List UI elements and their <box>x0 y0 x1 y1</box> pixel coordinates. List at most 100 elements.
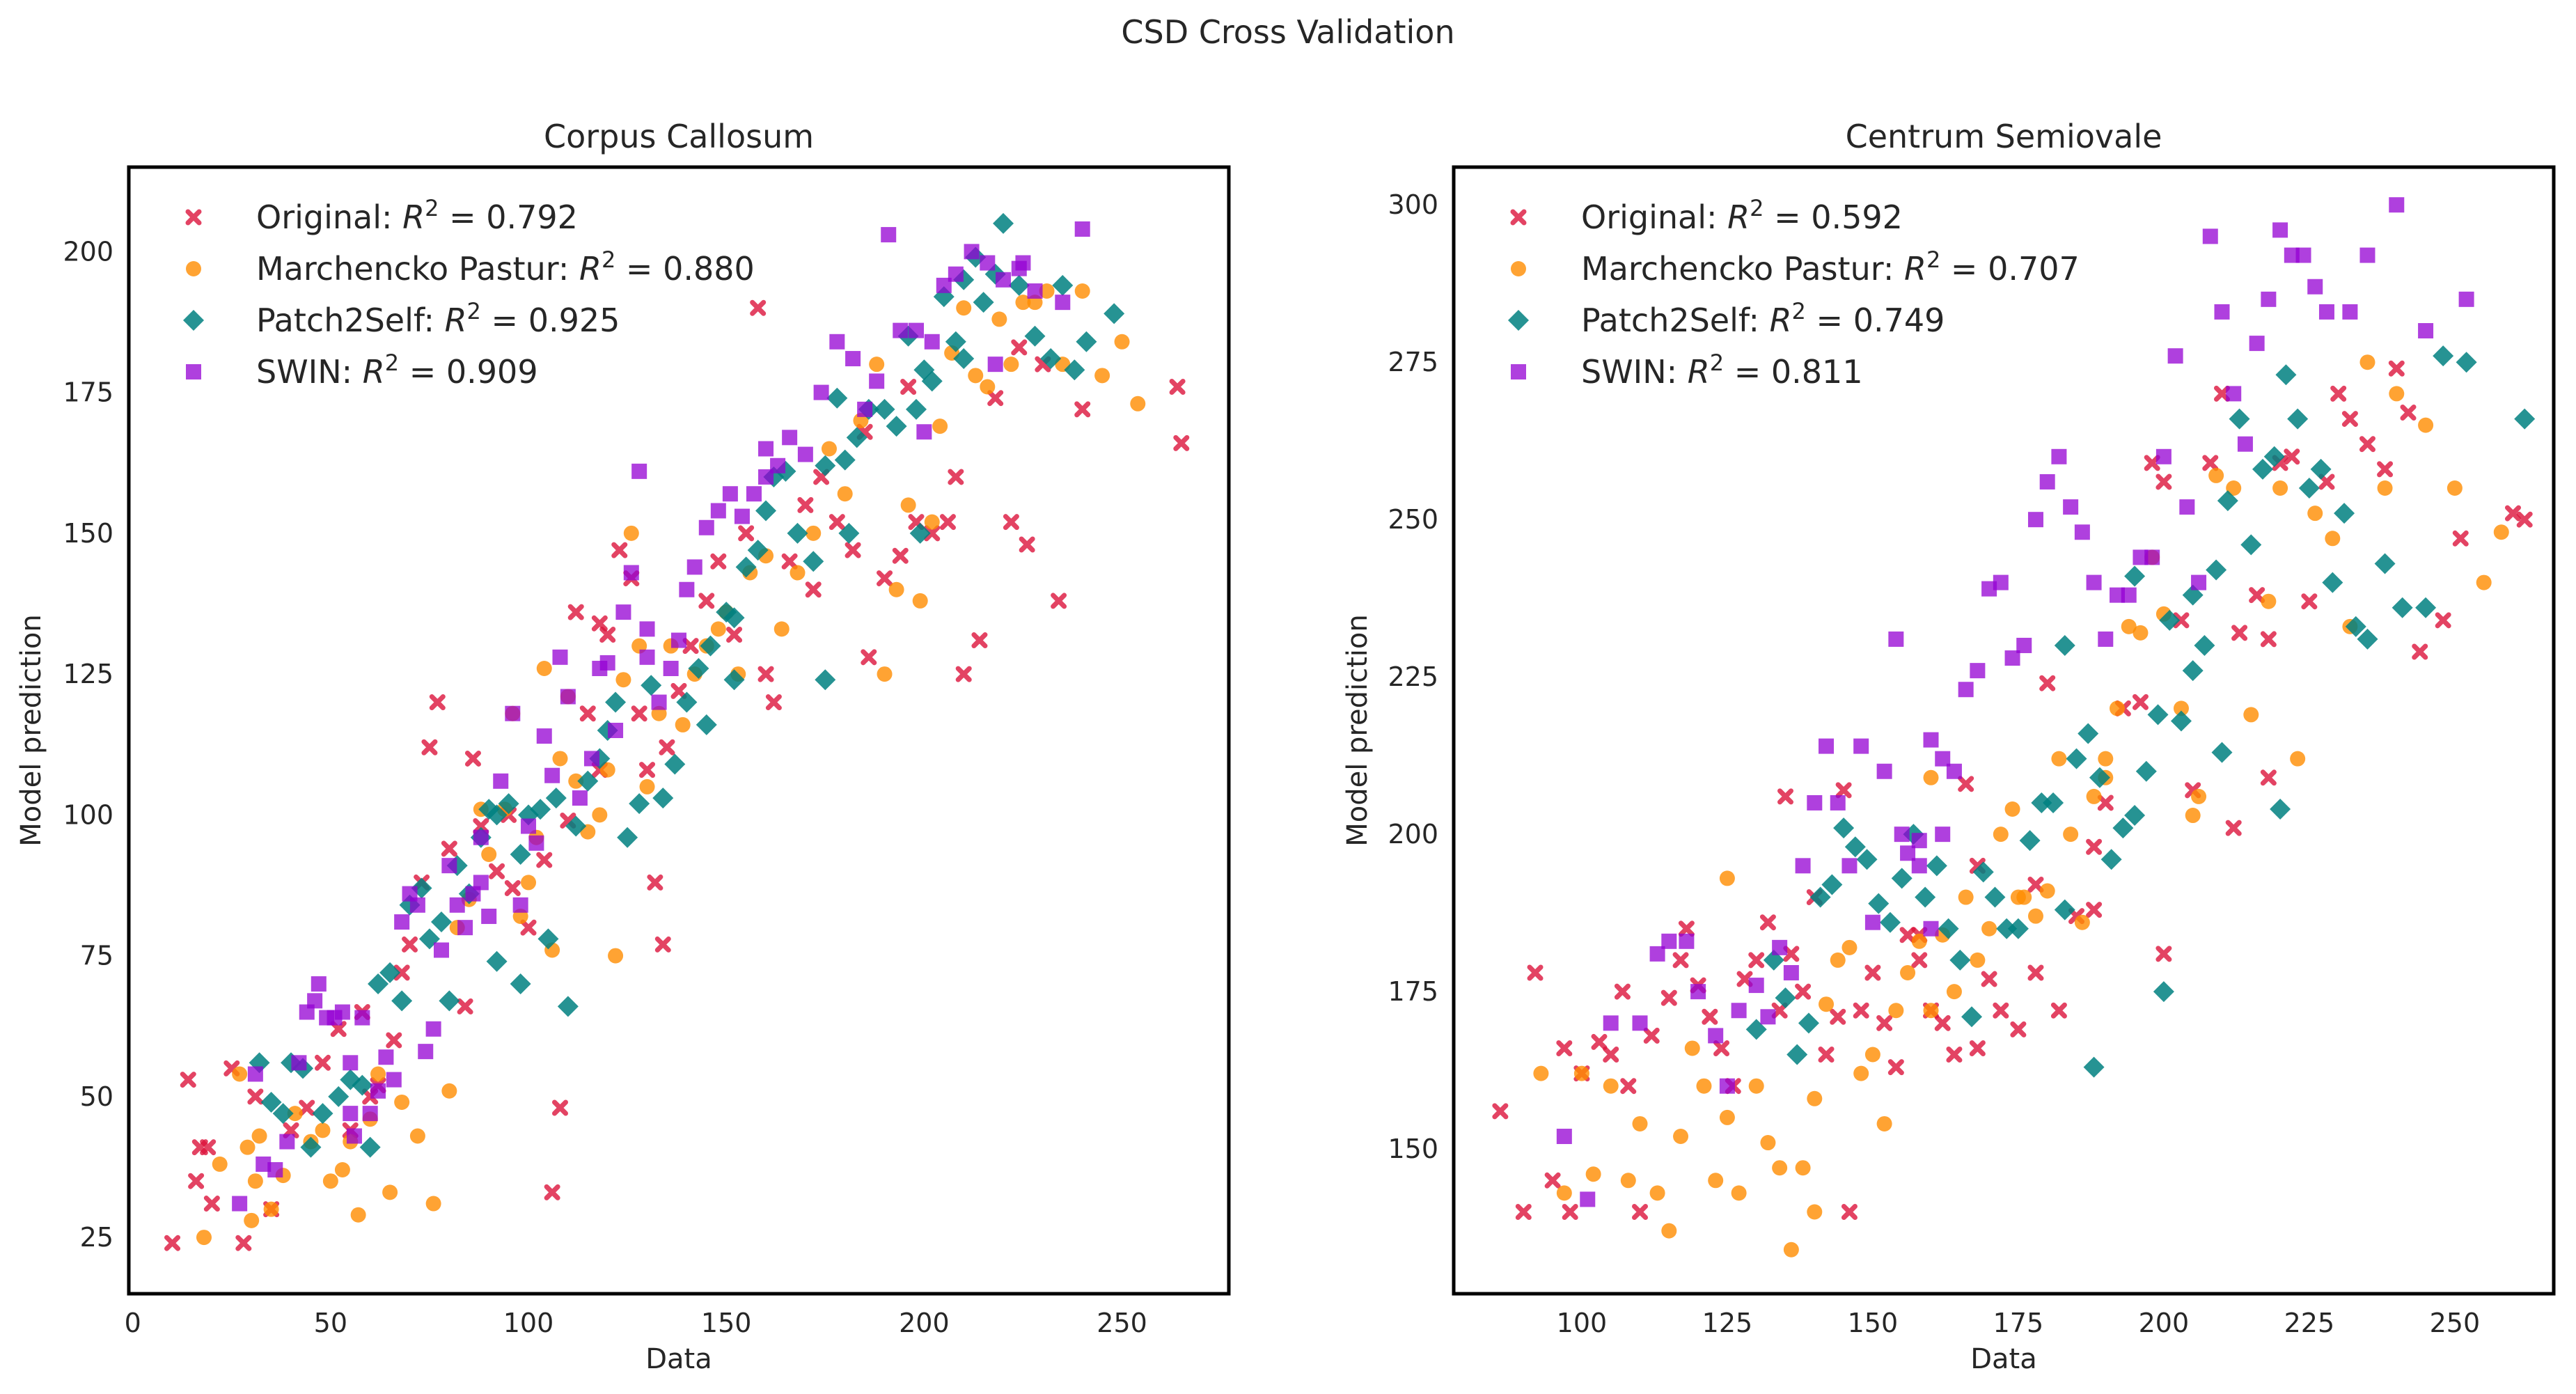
point-patch2self <box>2194 634 2215 656</box>
point-original <box>639 762 656 778</box>
point-marchencko-pastur <box>1888 1003 1904 1019</box>
point-original <box>188 1173 205 1189</box>
point-swin <box>311 976 327 992</box>
point-marchencko-pastur <box>877 666 893 682</box>
point-marchencko-pastur <box>1923 769 1939 785</box>
x-tick-label: 100 <box>503 1308 554 1338</box>
legend-entry-patch2self: Patch2Self: R2 = 0.925 <box>183 298 620 339</box>
legend-marker-swin <box>1511 364 1526 379</box>
point-original <box>1620 1078 1637 1095</box>
point-marchencko-pastur <box>675 716 691 733</box>
legend-marker-patch2self <box>183 310 204 331</box>
point-swin <box>987 357 1003 373</box>
point-swin <box>746 486 762 502</box>
point-marchencko-pastur <box>1841 939 1858 955</box>
point-original <box>2225 820 2242 836</box>
point-swin <box>409 897 425 913</box>
point-patch2self <box>1024 325 1046 347</box>
point-marchencko-pastur <box>2191 788 2207 804</box>
point-swin <box>924 334 940 350</box>
point-marchencko-pastur <box>869 357 885 373</box>
point-patch2self <box>498 793 519 815</box>
point-marchencko-pastur <box>2098 751 2114 767</box>
point-swin <box>1935 751 1951 767</box>
point-patch2self <box>1076 331 1097 352</box>
point-swin <box>1807 794 1823 810</box>
y-axis-label: Model prediction <box>1342 614 1374 847</box>
point-swin <box>346 1128 362 1144</box>
point-marchencko-pastur <box>1760 1135 1776 1151</box>
point-patch2self <box>838 522 860 544</box>
point-patch2self <box>953 348 975 370</box>
point-patch2self <box>359 1136 381 1158</box>
point-marchencko-pastur <box>244 1212 260 1228</box>
point-original <box>1672 952 1689 969</box>
y-tick-label: 300 <box>1388 189 1438 220</box>
point-marchencko-pastur <box>1719 870 1735 886</box>
point-patch2self <box>2043 792 2064 813</box>
point-marchencko-pastur <box>1661 1223 1677 1239</box>
point-marchencko-pastur <box>382 1184 398 1200</box>
point-swin <box>1055 295 1071 311</box>
y-tick-label: 25 <box>80 1222 113 1253</box>
point-original <box>1011 339 1028 356</box>
point-patch2self <box>557 996 579 1017</box>
point-original <box>861 649 877 666</box>
point-patch2self <box>510 973 531 995</box>
point-marchencko-pastur <box>1620 1173 1636 1189</box>
point-swin <box>1748 978 1764 994</box>
legend-label: Original: R2 = 0.792 <box>256 195 578 236</box>
y-tick-label: 100 <box>63 799 113 830</box>
point-swin <box>473 829 489 845</box>
point-patch2self <box>1809 886 1831 908</box>
point-original <box>2284 448 2300 465</box>
point-original <box>1169 379 1186 396</box>
point-marchencko-pastur <box>2290 751 2306 767</box>
point-original <box>2213 385 2230 402</box>
point-patch2self <box>641 675 662 696</box>
point-swin <box>343 1055 359 1071</box>
point-marchencko-pastur <box>2063 827 2079 843</box>
legend-marker-original <box>185 209 202 226</box>
point-marchencko-pastur <box>1911 933 1927 949</box>
point-original <box>520 919 537 936</box>
point-swin <box>936 277 952 293</box>
point-marchencko-pastur <box>1853 1065 1869 1081</box>
point-swin <box>1556 1129 1572 1145</box>
point-marchencko-pastur <box>912 593 928 609</box>
point-marchencko-pastur <box>1649 1185 1665 1201</box>
point-swin <box>536 728 552 744</box>
point-original <box>2435 612 2451 629</box>
point-original <box>828 514 845 531</box>
point-swin <box>845 351 861 367</box>
point-marchencko-pastur <box>2039 883 2055 899</box>
point-marchencko-pastur <box>2261 593 2277 609</box>
point-swin <box>782 430 798 446</box>
point-patch2self <box>430 911 452 933</box>
point-swin <box>1911 858 1927 874</box>
point-marchencko-pastur <box>1993 827 2009 843</box>
point-original <box>2400 405 2417 421</box>
point-swin <box>881 227 897 243</box>
figure-title: CSD Cross Validation <box>1121 13 1454 51</box>
point-original <box>805 581 822 598</box>
point-patch2self <box>2270 798 2291 820</box>
point-original <box>1777 788 1794 805</box>
point-patch2self <box>723 607 745 629</box>
point-swin <box>1580 1191 1596 1207</box>
point-patch2self <box>696 714 717 735</box>
series-marchencko-pastur <box>1533 354 2509 1258</box>
point-marchencko-pastur <box>350 1207 366 1223</box>
point-marchencko-pastur <box>1533 1065 1549 1081</box>
point-swin <box>1731 1003 1747 1019</box>
point-swin <box>1027 283 1043 299</box>
point-original <box>1795 983 1812 1000</box>
point-original <box>2173 612 2190 629</box>
point-marchencko-pastur <box>536 661 552 677</box>
point-original <box>987 390 1004 407</box>
point-patch2self <box>352 1074 373 1096</box>
point-swin <box>1690 984 1706 1000</box>
point-original <box>631 705 647 722</box>
point-swin <box>710 503 726 519</box>
point-swin <box>362 1106 378 1122</box>
